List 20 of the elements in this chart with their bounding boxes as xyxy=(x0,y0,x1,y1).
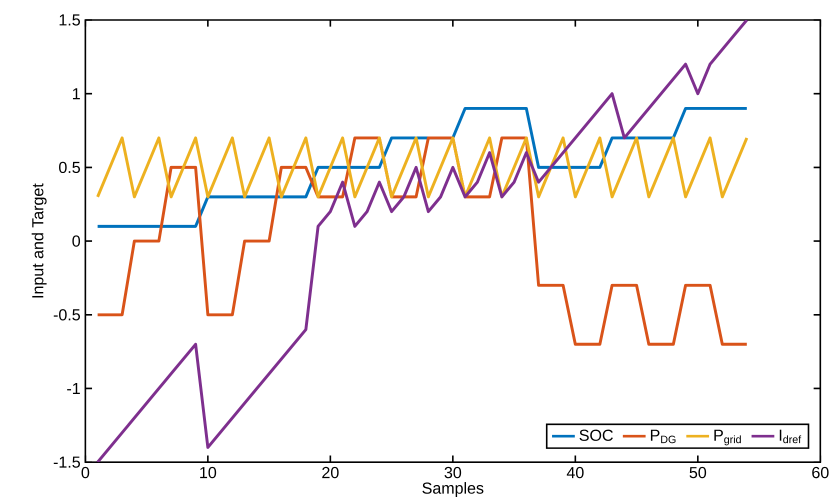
x-axis-title: Samples xyxy=(422,482,484,498)
x-tick-label: 0 xyxy=(82,467,90,478)
y-axis-title: Input and Target xyxy=(32,184,47,298)
x-tick-label: 40 xyxy=(566,467,584,478)
legend-label: SOC xyxy=(580,430,613,442)
x-tick-label: 50 xyxy=(690,467,706,478)
y-tick-label: 0.5 xyxy=(59,162,80,174)
legend-label: P$_{DG}$ xyxy=(650,430,676,444)
y-tick-label: 1 xyxy=(72,88,80,100)
y-tick-label: 0 xyxy=(72,236,80,247)
x-tick-label: 60 xyxy=(812,467,829,478)
y-tick-label: -1 xyxy=(67,383,80,394)
y-tick-label: -0.5 xyxy=(54,309,80,321)
y-tick-label: -1.5 xyxy=(54,456,80,468)
y-tick-label: 1.5 xyxy=(60,14,80,26)
x-tick-label: 10 xyxy=(200,467,216,478)
x-tick-label: 30 xyxy=(444,467,462,478)
legend-label: I$_{dref}$ xyxy=(780,430,802,444)
x-tick-label: 20 xyxy=(322,467,339,478)
legend-label: P$_{grid}$ xyxy=(714,430,741,446)
